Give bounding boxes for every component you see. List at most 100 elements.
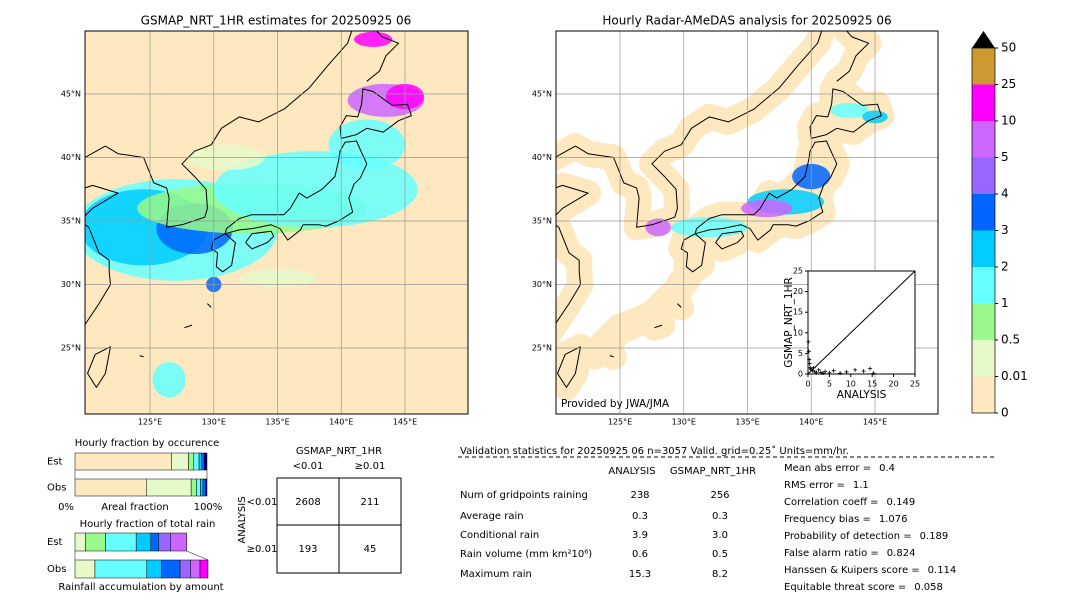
point <box>844 369 849 374</box>
lat-label: 45°N <box>532 90 552 99</box>
point <box>861 369 866 374</box>
colorbar-label: 4 <box>1001 187 1009 201</box>
fraction-segment <box>146 559 162 579</box>
x-tick-label: 5 <box>827 380 832 389</box>
x-tick-label: 10 <box>846 380 856 389</box>
coastline <box>556 145 576 158</box>
fraction-segment <box>74 559 96 579</box>
coastline <box>105 31 353 228</box>
stat-value: 238 <box>630 490 649 501</box>
coastline <box>694 140 838 241</box>
coastline <box>654 324 663 329</box>
colorbar-label: 0.01 <box>1001 369 1028 383</box>
stat-value: 3.9 <box>632 530 648 541</box>
contingency-title: GSMAP_NRT_1HR <box>296 446 382 457</box>
colorbar-label: 25 <box>1001 77 1016 91</box>
row-label: Obs <box>47 483 66 494</box>
fraction-segment <box>198 452 202 471</box>
fraction-segment <box>201 452 205 471</box>
axis-title: Areal fraction <box>101 502 168 513</box>
colorbar-segment <box>972 267 995 304</box>
colorbar-label: 0 <box>1001 406 1009 420</box>
coastline <box>210 233 236 273</box>
score-label: Mean abs error = <box>784 463 871 474</box>
score-label: Correlation coeff = <box>784 497 879 508</box>
point <box>811 365 816 370</box>
fraction-segment <box>85 532 106 552</box>
column-header: ANALYSIS <box>608 466 655 477</box>
rain-area <box>645 218 671 237</box>
stat-value: 0.3 <box>712 511 728 522</box>
fraction-segment <box>170 532 187 552</box>
stat-name: Rain volume (mm km²10⁶) <box>460 549 592 560</box>
column-header: GSMAP_NRT_1HR <box>670 466 756 477</box>
fraction-segment <box>199 559 209 579</box>
score-label: False alarm ratio = <box>784 548 879 559</box>
score-value: 0.149 <box>887 497 916 508</box>
colorbar-segment <box>972 376 995 413</box>
y-tick-label: 0 <box>798 370 803 379</box>
coastline <box>557 346 581 388</box>
stat-value: 3.0 <box>712 530 728 541</box>
coastline <box>809 88 882 139</box>
lat-label: 30°N <box>61 280 81 289</box>
colorbar-segment <box>972 303 995 340</box>
lon-label: 135°E <box>265 418 289 427</box>
x-tick-label: 20 <box>889 380 899 389</box>
point <box>818 370 823 375</box>
coastline <box>207 303 212 308</box>
coastline <box>575 31 823 228</box>
coastline <box>85 145 106 158</box>
point <box>810 368 815 373</box>
lon-label: 140°E <box>329 418 353 427</box>
fraction-title: Hourly fraction by occurence <box>75 438 219 449</box>
score-label: Probability of detection = <box>784 531 912 542</box>
score-value: 1.1 <box>853 480 869 491</box>
row-label: Est <box>47 457 63 468</box>
colorbar-label: 0.5 <box>1001 333 1020 347</box>
stat-value: 15.3 <box>629 569 651 580</box>
colorbar-segment <box>972 121 995 158</box>
stat-name: Average rain <box>460 511 524 522</box>
colorbar-segment <box>972 48 995 85</box>
colorbar-segment <box>972 230 995 267</box>
stat-value: 8.2 <box>712 569 728 580</box>
score-value: 0.189 <box>920 531 949 542</box>
lat-label: 30°N <box>532 280 552 289</box>
colorbar-segment <box>972 84 995 121</box>
coastline <box>87 346 111 388</box>
stat-value: 256 <box>710 490 729 501</box>
stat-value: 0.5 <box>712 549 728 560</box>
point <box>820 371 825 376</box>
row-label: ≥0.01 <box>247 544 278 555</box>
lat-label: 25°N <box>532 344 552 353</box>
fraction-segment <box>200 478 204 497</box>
colorbar-label: 5 <box>1001 150 1009 164</box>
cell: 45 <box>364 544 377 555</box>
rain-area <box>152 361 186 398</box>
colorbar-extension <box>972 31 995 48</box>
fraction-segment <box>205 478 208 497</box>
score-value: 1.076 <box>879 514 908 525</box>
lon-label: 125°E <box>608 418 632 427</box>
coastline <box>715 230 745 250</box>
colorbar-label: 3 <box>1001 223 1009 237</box>
point <box>823 369 828 374</box>
fraction-segment <box>190 478 197 497</box>
coastline <box>339 88 412 139</box>
cell: 193 <box>298 544 317 555</box>
coastline <box>680 233 706 273</box>
fraction-segment <box>94 559 148 579</box>
colorbar-segment <box>972 194 995 231</box>
lon-label: 130°E <box>202 418 226 427</box>
coastline <box>609 355 614 358</box>
rain-area <box>354 31 393 48</box>
lat-label: 25°N <box>61 344 81 353</box>
connector <box>186 550 209 561</box>
lat-label: 45°N <box>61 90 81 99</box>
colorbar-label: 2 <box>1001 260 1009 274</box>
rain-area <box>671 217 748 238</box>
colorbar-label: 50 <box>1001 41 1016 55</box>
stat-name: Maximum rain <box>460 569 532 580</box>
row-label: <0.01 <box>247 497 278 508</box>
